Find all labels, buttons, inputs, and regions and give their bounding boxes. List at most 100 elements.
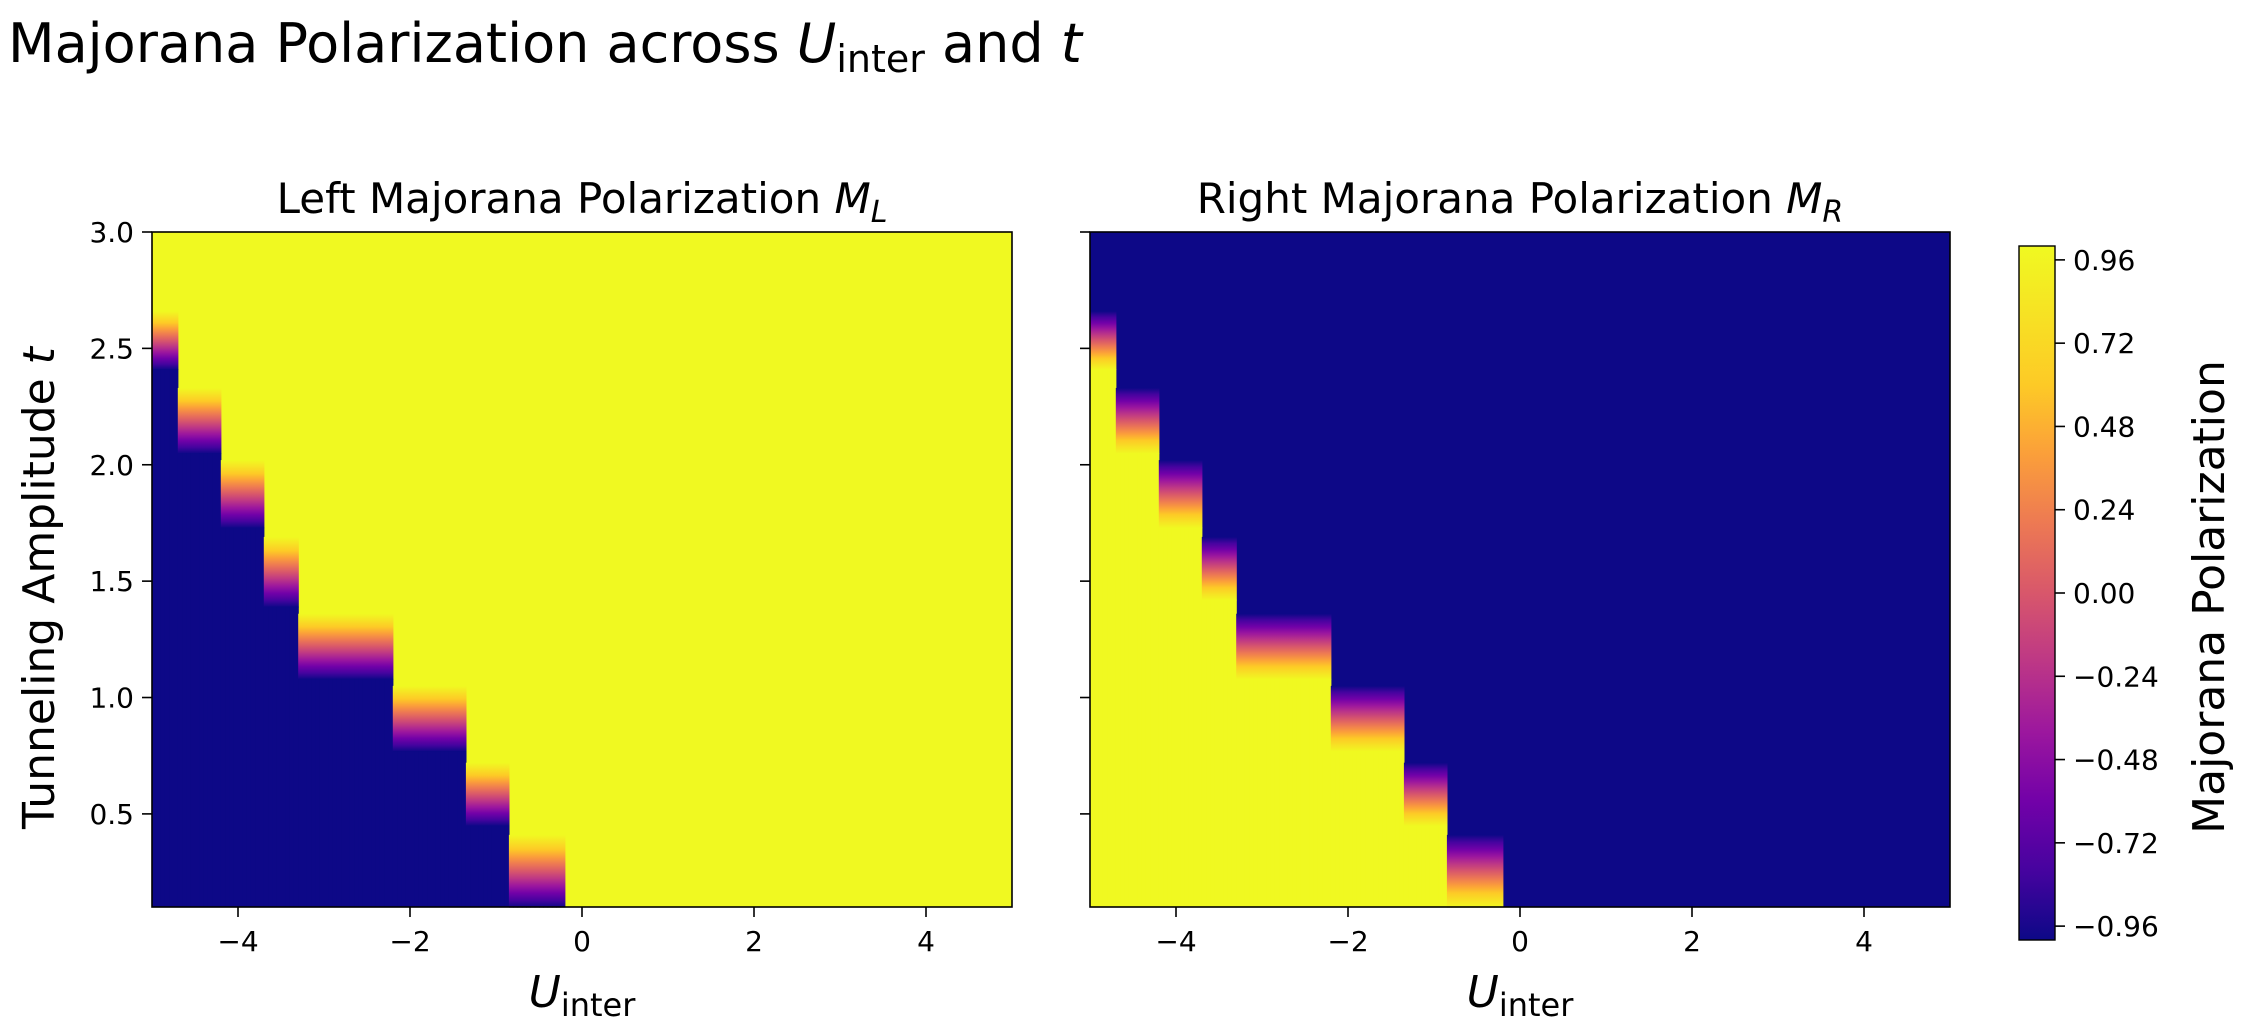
- transition-band: [1236, 613, 1242, 680]
- heatmap-cell: [1150, 453, 1156, 908]
- heatmap-cell: [173, 369, 179, 908]
- heatmap-cell: [418, 751, 424, 908]
- heatmap-cell: [1201, 599, 1207, 908]
- transition-band: [220, 460, 226, 529]
- heatmap-cell: [1296, 678, 1302, 908]
- heatmap-cell: [1434, 825, 1439, 908]
- heatmap-left: Left Majorana Polarization ML −4 −2 0 2 4 0.5…: [14, 174, 1013, 1024]
- heatmap-cell: [289, 606, 295, 908]
- colorbar-tick-label: −0.24: [2073, 660, 2159, 693]
- transition-band: [298, 613, 304, 680]
- heatmap-cell: [1348, 751, 1353, 908]
- heatmap-cell: [504, 825, 510, 908]
- heatmap-cell: [1274, 678, 1280, 908]
- transition-band: [152, 311, 157, 370]
- heatmap-cell: [1133, 453, 1138, 908]
- heatmap-cell: [1193, 527, 1199, 908]
- heatmap-cell: [461, 751, 467, 908]
- transition-band: [1102, 311, 1108, 370]
- x-tick-label: 4: [917, 925, 935, 958]
- transition-band: [1429, 762, 1435, 827]
- heatmap-cell: [349, 678, 355, 908]
- x-tick-label: 4: [1855, 925, 1873, 958]
- x-tick-label: −4: [1155, 925, 1196, 958]
- heatmap-cell: [311, 678, 316, 908]
- heatmap-cell: [216, 453, 222, 908]
- transition-band: [1322, 613, 1328, 680]
- heatmap-cell: [1403, 825, 1409, 908]
- heatmap-cell: [220, 527, 226, 908]
- heatmap-cell: [1249, 678, 1254, 908]
- heatmap-cell: [1158, 527, 1164, 908]
- x-tick-label: 0: [1511, 925, 1529, 958]
- transition-band: [1193, 460, 1199, 529]
- transition-band: [1296, 613, 1302, 680]
- heatmap-cell: [435, 751, 441, 908]
- transition-band: [302, 613, 308, 680]
- transition-band: [551, 834, 557, 908]
- heatmap-cell: [371, 678, 377, 908]
- heatmap-cell: [336, 678, 342, 908]
- transition-band: [306, 613, 312, 680]
- heatmap-cell: [203, 453, 209, 908]
- heatmap-cell: [1214, 599, 1220, 908]
- heatmap-cell: [324, 678, 329, 908]
- transition-band: [1270, 613, 1276, 680]
- transition-band: [422, 685, 428, 752]
- transition-band: [1154, 387, 1160, 454]
- y-axis-label: Tunneling Amplitude t: [14, 345, 65, 830]
- colorbar-tick-label: 0.24: [2073, 494, 2135, 527]
- heatmap-cell: [354, 678, 359, 908]
- transition-band: [1421, 762, 1426, 827]
- heatmap-cell: [1373, 751, 1379, 908]
- transition-band: [1399, 685, 1405, 752]
- heatmap-right: Right Majorana Polarization MR −4 −2 0 2 4 U…: [1080, 174, 1951, 1024]
- heatmap-cell: [1270, 678, 1276, 908]
- transition-band: [1171, 460, 1177, 529]
- heatmap-cell: [1408, 825, 1414, 908]
- transition-band: [500, 762, 506, 827]
- transition-band: [1425, 762, 1431, 827]
- heatmap-left-title: Left Majorana Polarization ML: [277, 174, 888, 230]
- heatmap-cell: [259, 527, 265, 908]
- transition-band: [435, 685, 441, 752]
- heatmap-cell: [315, 678, 321, 908]
- transition-band: [1124, 387, 1130, 454]
- heatmap-cell: [341, 678, 347, 908]
- transition-band: [418, 685, 424, 752]
- transition-band: [242, 460, 248, 529]
- transition-band: [336, 613, 342, 680]
- heatmap-cell: [195, 453, 200, 908]
- transition-band: [199, 387, 205, 454]
- heatmap-cell: [1094, 369, 1100, 908]
- heatmap-cell: [1326, 678, 1332, 908]
- x-tick-label: −2: [1327, 925, 1368, 958]
- transition-band: [440, 685, 445, 752]
- heatmap-cell: [272, 606, 278, 908]
- transition-band: [1378, 685, 1383, 752]
- heatmap-cell: [1244, 678, 1250, 908]
- transition-band: [1438, 762, 1444, 827]
- colorbar-tick-label: 0.72: [2073, 327, 2135, 360]
- heatmap-cell: [298, 678, 304, 908]
- x-axis-label-left: Uinter: [529, 967, 637, 1024]
- transition-band: [1459, 834, 1465, 908]
- heatmap-cell: [1240, 678, 1246, 908]
- heatmap-cell: [1378, 751, 1383, 908]
- heatmap-cell: [1309, 678, 1315, 908]
- transition-band: [1287, 613, 1293, 680]
- heatmap-cell: [405, 751, 411, 908]
- transition-band: [1227, 536, 1233, 601]
- transition-band: [1219, 536, 1224, 601]
- transition-band: [375, 613, 381, 680]
- x-tick-label: 0: [573, 925, 591, 958]
- heatmap-cell: [182, 453, 187, 908]
- transition-band: [238, 460, 243, 529]
- figure-title: Majorana Polarization across Uinter and …: [8, 12, 1084, 81]
- transition-band: [1300, 613, 1306, 680]
- transition-band: [216, 387, 222, 454]
- x-tick-label: 2: [745, 925, 763, 958]
- transition-band: [1266, 613, 1272, 680]
- heatmap-cell: [1180, 527, 1186, 908]
- transition-band: [414, 685, 420, 752]
